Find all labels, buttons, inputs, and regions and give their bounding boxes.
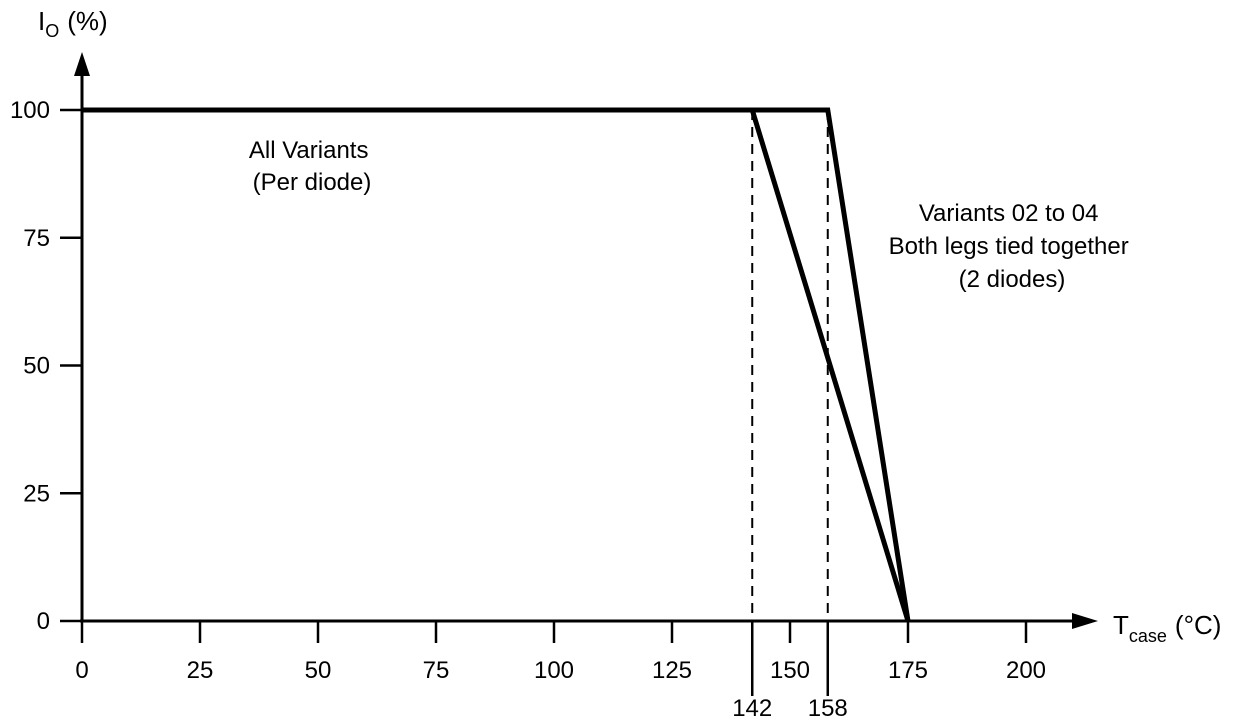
- x-axis-label-unit: (°C): [1175, 610, 1222, 640]
- x-axis-arrow: [1072, 613, 1098, 629]
- y-tick-label-100: 100: [10, 97, 50, 124]
- y-tick-label-0: 0: [37, 608, 50, 635]
- annotation-all-variants-line-2: (Per diode): [253, 169, 372, 196]
- x-tick-label-150: 150: [770, 657, 810, 684]
- x-tick-label-25: 25: [187, 657, 214, 684]
- labels: IO (%) Tcase (°C) All Variants (Per diode)…: [10, 6, 1221, 722]
- annotation-variants-line-1: Variants 02 to 04: [919, 200, 1099, 227]
- x-tick-label-75: 75: [423, 657, 450, 684]
- y-axis-label-sub: O: [45, 21, 59, 41]
- annotation-variants-line-3: (2 diodes): [959, 266, 1066, 293]
- x-tick-label-125: 125: [652, 657, 692, 684]
- x-tick-label-200: 200: [1006, 657, 1046, 684]
- y-tick-label-75: 75: [23, 225, 50, 252]
- series-line-1: [82, 107, 911, 622]
- series: [82, 107, 911, 622]
- ref-label-142: 142: [732, 695, 772, 722]
- series-line-2: [82, 107, 911, 622]
- x-axis-label: Tcase (°C): [1113, 610, 1221, 646]
- x-tick-label-175: 175: [888, 657, 928, 684]
- x-tick-label-100: 100: [534, 657, 574, 684]
- y-axis-arrow: [74, 52, 90, 76]
- annotation-variants-02-04: Variants 02 to 04 Both legs tied togethe…: [889, 200, 1136, 293]
- y-axis-label-unit: (%): [67, 6, 107, 36]
- annotation-variants-line-2: Both legs tied together: [889, 233, 1129, 260]
- x-tick-label-0: 0: [75, 657, 88, 684]
- annotation-all-variants: All Variants (Per diode): [249, 137, 375, 196]
- y-axis-label: IO (%): [38, 6, 108, 41]
- x-axis-label-sub: case: [1129, 626, 1167, 646]
- axes: [74, 52, 1098, 629]
- x-axis-label-main: T: [1113, 610, 1129, 640]
- ref-label-158: 158: [808, 695, 848, 722]
- x-tick-label-50: 50: [305, 657, 332, 684]
- annotation-all-variants-line-1: All Variants: [249, 137, 369, 164]
- reference-lines: [751, 110, 829, 621]
- tick-marks: [60, 108, 1028, 696]
- y-tick-label-25: 25: [23, 480, 50, 507]
- y-axis-label-main: I: [38, 6, 45, 36]
- y-tick-label-50: 50: [23, 353, 50, 380]
